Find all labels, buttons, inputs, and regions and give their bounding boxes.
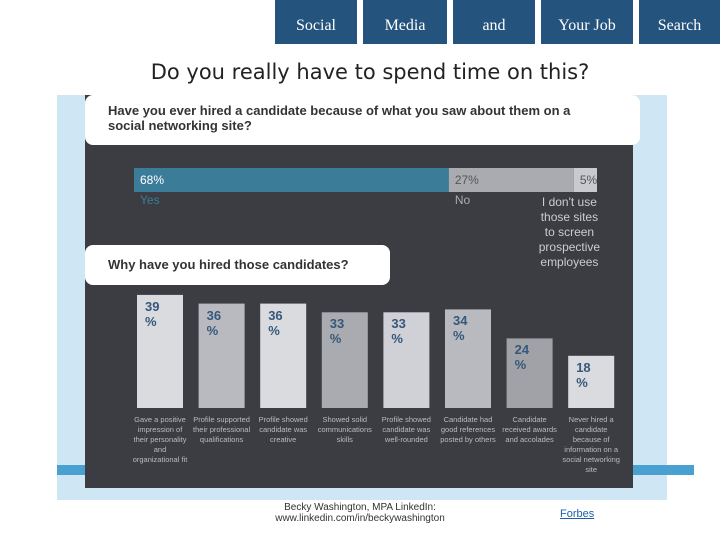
tab-bg [453, 0, 535, 44]
tab-bg [275, 0, 357, 44]
tab[interactable]: Media [384, 17, 426, 34]
value-label: 33 % [329, 316, 345, 347]
slide-title: Do you really have to spend time on this… [150, 60, 590, 84]
tab-bg [363, 0, 447, 44]
value-label: 34 % [453, 313, 468, 344]
legend-label: No [454, 193, 471, 207]
legend-label: I don't use those sites to screen prospe… [538, 195, 601, 269]
bar [445, 309, 491, 408]
value-label: 24 % [514, 342, 530, 373]
tab[interactable]: Social [296, 17, 336, 34]
credit: Becky Washington, MPA LinkedIn: www.link… [275, 502, 445, 524]
tab[interactable]: Search [657, 17, 702, 34]
bar [260, 303, 307, 408]
bar-segment [573, 168, 597, 192]
category-label: Profile supported their professional qua… [193, 415, 251, 444]
value-label: 27% [454, 173, 479, 187]
category-label: Gave a positive impression of their pers… [132, 415, 188, 464]
category-label: Candidate received awards and accolades [502, 415, 557, 444]
infographic-panel [85, 95, 633, 488]
bar [321, 312, 368, 408]
bar-segment [448, 168, 574, 192]
category-label: Showed solid communications skills [317, 415, 372, 444]
value-label: 39 % [145, 298, 160, 329]
bar [568, 355, 615, 408]
chart-title: Have you ever hired a candidate because … [108, 103, 571, 133]
tab-bg [541, 0, 633, 44]
tab-bg [639, 0, 720, 44]
value-label: 36 % [268, 307, 283, 338]
legend-label: Yes [140, 193, 160, 207]
bar [137, 294, 183, 408]
category-label: Never hired a candidate because of infor… [562, 415, 620, 474]
question-box [85, 245, 390, 285]
bar [506, 338, 553, 408]
question-box [85, 95, 640, 145]
bar-segment [134, 168, 449, 192]
value-label: 5% [579, 173, 598, 187]
value-label: 33 % [391, 316, 406, 347]
tab[interactable]: and [482, 17, 506, 34]
value-label: 68% [140, 173, 165, 187]
category-label: Profile showed candidate was creative [258, 415, 308, 444]
chart-title: Why have you hired those candidates? [108, 257, 349, 272]
source-link[interactable]: Forbes [560, 508, 595, 520]
value-label: 18 % [576, 359, 591, 390]
category-label: Candidate had good references posted by … [440, 415, 496, 444]
value-label: 36 % [206, 307, 222, 338]
category-label: Profile showed candidate was well-rounde… [381, 415, 431, 444]
tab[interactable]: Your Job [558, 17, 616, 34]
bar [198, 303, 245, 408]
bar [383, 312, 430, 408]
